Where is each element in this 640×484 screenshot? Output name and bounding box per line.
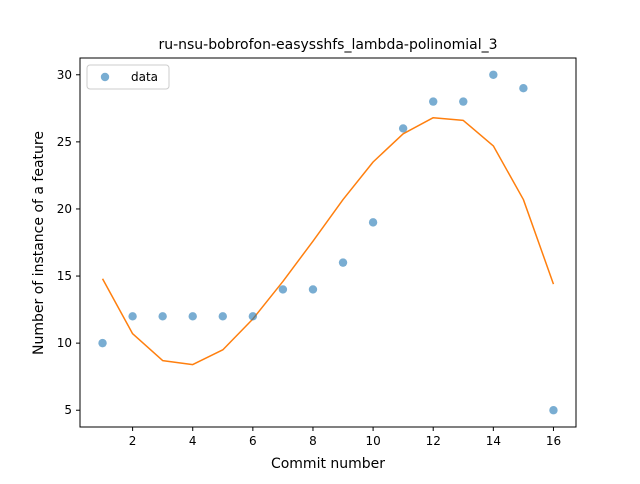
data-point (429, 97, 438, 106)
x-axis-label: Commit number (271, 456, 385, 472)
x-tick-label: 2 (129, 434, 137, 448)
y-tick-label: 25 (57, 135, 72, 149)
legend-label: data (131, 70, 158, 84)
data-point (248, 312, 258, 321)
data-point (188, 312, 197, 321)
data-point (338, 258, 348, 267)
legend-marker (100, 72, 110, 82)
data-point (98, 338, 107, 348)
data-point (489, 70, 498, 79)
axes-frame (79, 57, 577, 428)
data-point (278, 285, 288, 294)
chart-title: ru-nsu-bobrofon-easysshfs_lambda-polinom… (158, 37, 497, 53)
data-point (128, 312, 137, 321)
y-tick-label: 15 (57, 269, 72, 283)
legend-box (86, 64, 170, 90)
y-tick-label: 30 (57, 68, 72, 82)
x-tick-label: 6 (249, 434, 257, 448)
plot-area: 2 4 6 8 10 12 14 16 5 10 15 20 25 30 data (57, 57, 577, 448)
data-point (398, 124, 408, 133)
data-point (308, 285, 318, 294)
y-tick-label: 20 (57, 202, 72, 216)
y-axis-label: Number of instance of a feature (31, 131, 47, 355)
x-tick-label: 14 (486, 434, 501, 448)
y-tick-label: 5 (64, 403, 72, 417)
fit-line (101, 116, 555, 366)
x-tick-label: 10 (365, 434, 380, 448)
data-point (519, 83, 528, 93)
data-point (158, 312, 167, 321)
data-point (218, 312, 227, 321)
x-tick-label: 4 (189, 434, 197, 448)
y-tick-label: 10 (57, 336, 72, 350)
data-point (549, 406, 558, 415)
x-tick-label: 16 (546, 434, 561, 448)
x-tick-label: 12 (426, 434, 441, 448)
data-point (459, 97, 468, 106)
x-tick-label: 8 (309, 434, 317, 448)
data-point (368, 218, 378, 227)
